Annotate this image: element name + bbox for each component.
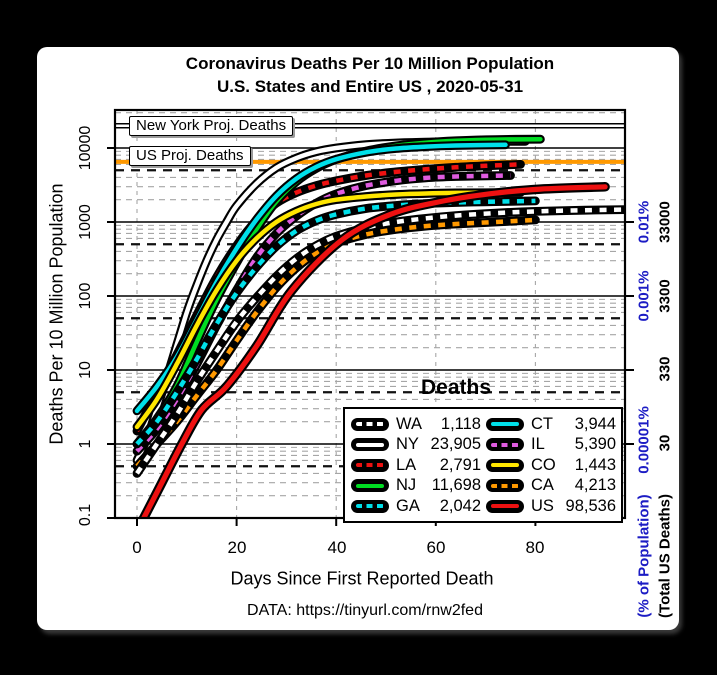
legend-line-sample bbox=[486, 417, 524, 431]
right-total-tick: 30 bbox=[656, 434, 674, 452]
legend-state-value: 1,118 bbox=[440, 414, 481, 433]
legend-item-ny: NY 23,905 bbox=[351, 435, 486, 454]
legend-line-sample bbox=[351, 499, 389, 513]
right-total-tick: 33000 bbox=[656, 201, 674, 243]
y-axis-label: Deaths Per 10 Million Population bbox=[46, 183, 67, 445]
chart-title-line1: Coronavirus Deaths Per 10 Million Popula… bbox=[185, 54, 555, 73]
x-tick-label: 20 bbox=[227, 538, 247, 557]
legend-item-ct: CT 3,944 bbox=[486, 415, 621, 434]
y-tick-label: 0.1 bbox=[77, 503, 94, 527]
legend-state-label: CO bbox=[531, 455, 556, 474]
x-tick-label: 80 bbox=[525, 538, 545, 557]
legend-state-value: 11,698 bbox=[431, 476, 481, 494]
legend-box: WA 1,118 CT 3,944 NY 23,905 IL 5,390 LA … bbox=[343, 407, 623, 523]
x-tick-label: 60 bbox=[426, 538, 446, 557]
right-pct-tick: 0.00001% bbox=[635, 406, 653, 474]
right-total-tick: 330 bbox=[656, 356, 674, 382]
legend-line-sample bbox=[351, 458, 389, 472]
legend-state-value: 3,944 bbox=[574, 414, 616, 433]
chart-title-line2: U.S. States and Entire US , 2020-05-31 bbox=[216, 77, 524, 96]
legend-state-label: CT bbox=[531, 414, 553, 433]
legend-state-value: 2,791 bbox=[439, 455, 481, 474]
y-tick-label: 10 bbox=[77, 361, 94, 379]
legend-state-label: NY bbox=[396, 435, 419, 453]
y-tick-label: 100 bbox=[77, 282, 94, 310]
legend-item-il: IL 5,390 bbox=[486, 435, 621, 454]
y-tick-label: 1000 bbox=[77, 204, 94, 240]
legend-state-value: 4,213 bbox=[574, 476, 616, 494]
legend-item-nj: NJ 11,698 bbox=[351, 476, 486, 495]
legend-item-co: CO 1,443 bbox=[486, 456, 621, 475]
legend-item-la: LA 2,791 bbox=[351, 456, 486, 475]
legend-line-sample bbox=[351, 438, 389, 451]
legend-line-sample bbox=[486, 438, 524, 451]
right-pct-tick: 0.01% bbox=[635, 200, 653, 244]
x-tick-label: 40 bbox=[327, 538, 347, 557]
legend-state-label: NJ bbox=[396, 476, 417, 494]
legend-state-label: WA bbox=[396, 414, 422, 433]
legend-state-label: IL bbox=[531, 435, 545, 453]
right-axis-pct-title: (% of Population) bbox=[635, 494, 653, 618]
legend-item-wa: WA 1,118 bbox=[351, 415, 486, 434]
legend-line-sample bbox=[351, 417, 389, 431]
legend-state-value: 98,536 bbox=[565, 496, 616, 515]
right-axis-total-title: (Total US Deaths) bbox=[656, 494, 674, 618]
legend-state-label: CA bbox=[531, 476, 554, 494]
legend-state-value: 1,443 bbox=[574, 455, 616, 474]
us-projection-label: US Proj. Deaths bbox=[129, 146, 251, 166]
data-source-text: DATA: https://tinyurl.com/rnw2fed bbox=[247, 602, 483, 619]
legend-line-sample bbox=[486, 458, 524, 472]
y-tick-label: 10000 bbox=[77, 125, 94, 171]
right-pct-tick: 0.001% bbox=[635, 270, 653, 322]
legend-item-ca: CA 4,213 bbox=[486, 476, 621, 495]
x-tick-label: 0 bbox=[132, 538, 142, 557]
legend-item-ga: GA 2,042 bbox=[351, 497, 486, 516]
ny-projection-label: New York Proj. Deaths bbox=[129, 116, 294, 136]
legend-state-value: 2,042 bbox=[439, 496, 481, 515]
legend-state-label: LA bbox=[396, 455, 417, 474]
y-tick-label: 1 bbox=[77, 439, 94, 449]
x-axis-label: Days Since First Reported Death bbox=[230, 568, 494, 589]
legend-line-sample bbox=[351, 479, 389, 492]
legend-title: Deaths bbox=[420, 376, 492, 399]
legend-line-sample bbox=[486, 499, 524, 513]
legend-state-label: US bbox=[531, 496, 554, 515]
legend-state-value: 23,905 bbox=[430, 435, 481, 453]
right-total-tick: 3300 bbox=[656, 279, 674, 313]
legend-item-us: US 98,536 bbox=[486, 497, 621, 516]
legend-state-label: GA bbox=[396, 496, 420, 515]
legend-state-value: 5,390 bbox=[574, 435, 616, 453]
legend-line-sample bbox=[486, 479, 524, 492]
